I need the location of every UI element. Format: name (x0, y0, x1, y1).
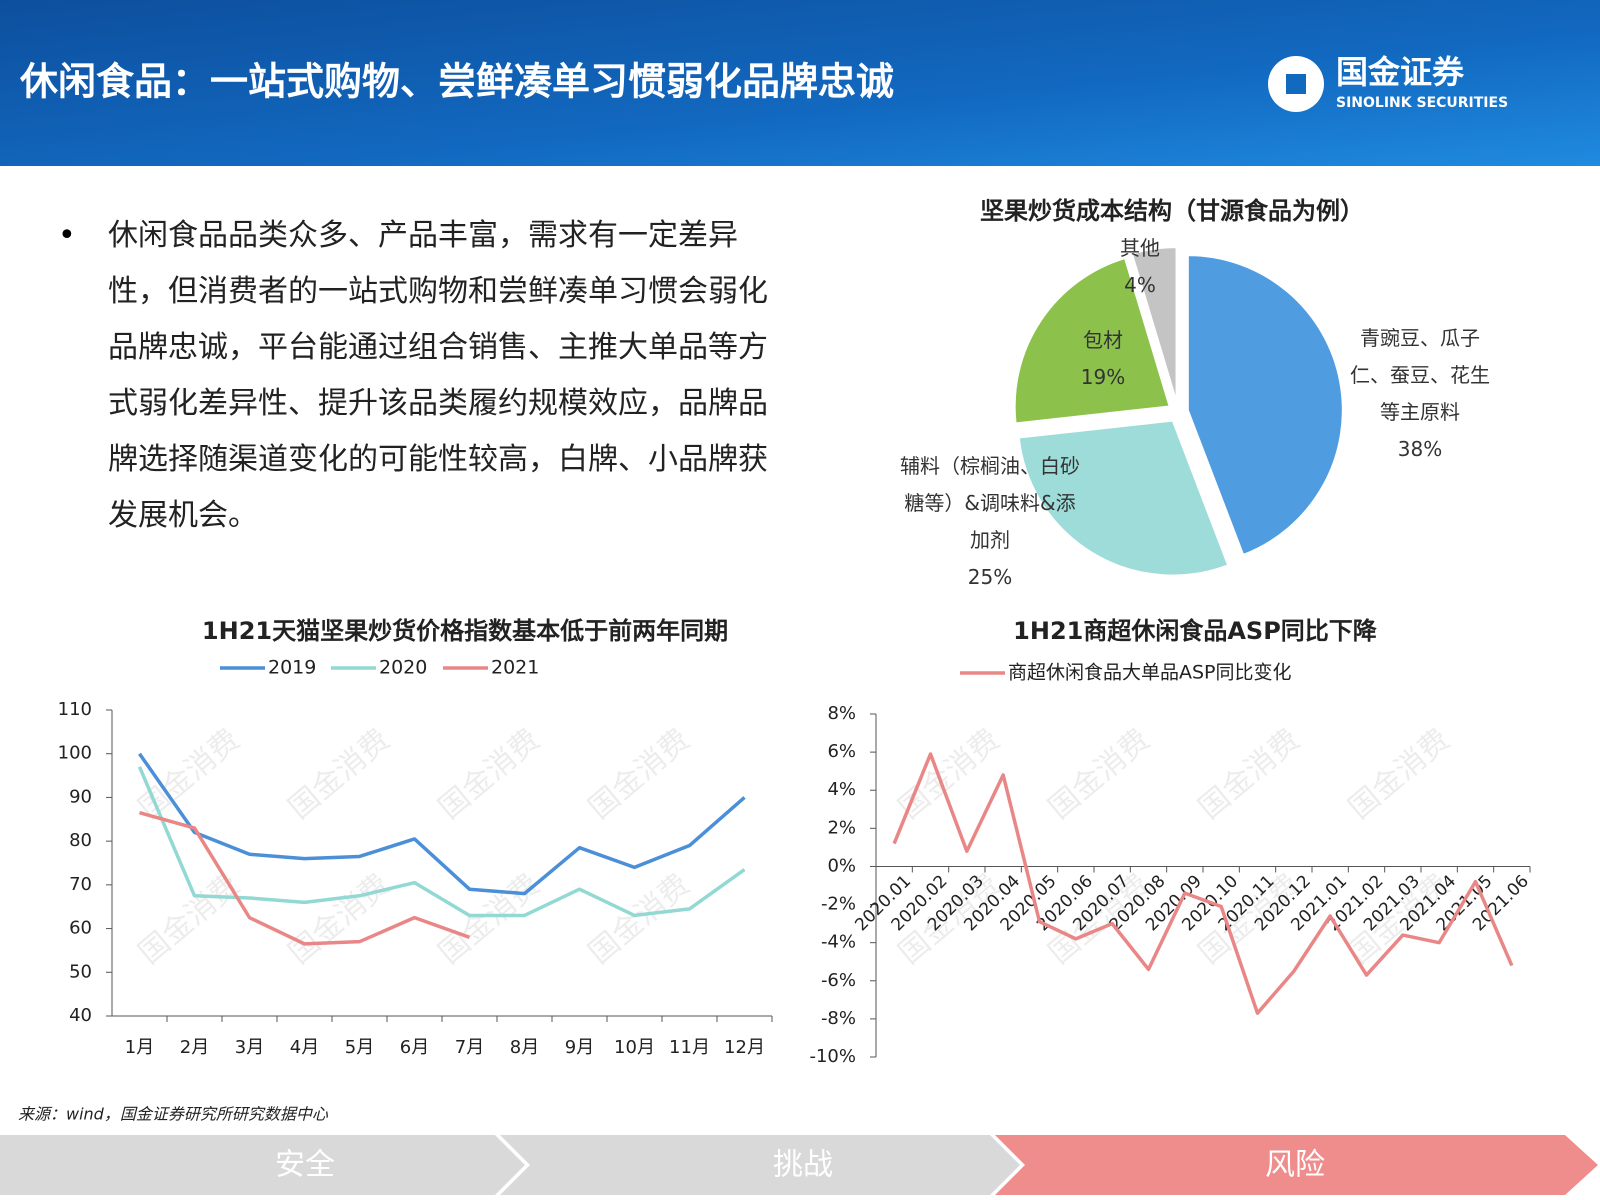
watermark: 国金消费 (582, 867, 696, 971)
logo-mark-inner (1286, 74, 1306, 94)
pie-category: 其他 (1120, 236, 1160, 260)
nav-step (0, 1135, 525, 1195)
x-tick-label: 9月 (565, 1037, 594, 1058)
chart-title: 坚果炒货成本结构（甘源食品为例） (980, 197, 1364, 225)
y-tick-label: 4% (827, 779, 856, 800)
y-tick-label: -2% (821, 894, 856, 915)
x-tick-label: 5月 (345, 1037, 374, 1058)
watermark: 国金消费 (1342, 722, 1456, 826)
logo-en: SINOLINK SECURITIES (1336, 95, 1508, 111)
watermark: 国金消费 (432, 722, 546, 826)
line-series (892, 752, 1514, 1015)
legend-label: 2020 (379, 657, 427, 679)
x-tick-label: 8月 (510, 1037, 539, 1058)
pie-category: 青豌豆、瓜子仁、蚕豆、花生等主原料 (1350, 326, 1490, 424)
y-tick-label: 2% (827, 817, 856, 838)
y-tick-label: -8% (821, 1008, 856, 1029)
header-band (0, 0, 1600, 166)
chart-title: 1H21商超休闲食品ASP同比下降 (1013, 617, 1378, 645)
y-tick-label: 100 (58, 743, 92, 764)
slide-title: 休闲食品：一站式购物、尝鲜凑单习惯弱化品牌忠诚 (19, 60, 894, 104)
line-series (138, 752, 746, 896)
logo-cn: 国金证券 (1336, 53, 1465, 91)
pie-slice (1013, 256, 1171, 425)
line-series (139, 811, 471, 946)
y-tick-label: 6% (827, 741, 856, 762)
source: 来源：wind，国金证券研究所研究数据中心 (18, 1105, 329, 1124)
pie-category: 辅料（棕榈油、白砂糖等）&调味料&添加剂 (900, 454, 1080, 552)
x-tick-label: 2月 (180, 1037, 209, 1058)
y-tick-label: -6% (821, 970, 856, 991)
legend-label: 2019 (268, 657, 316, 679)
pie-label: 包材 19% (1058, 322, 1148, 396)
watermark: 国金消费 (132, 722, 246, 826)
y-tick-label: 40 (69, 1005, 92, 1026)
pie-value-label: 4% (1124, 273, 1156, 297)
pie-value-label: 38% (1397, 437, 1443, 461)
nav-label: 风险 (1265, 1148, 1325, 1183)
bullet-text: 休闲食品品类众多、产品丰富，需求有一定差异性，但消费者的一站式购物和尝鲜凑单习惯… (108, 218, 768, 533)
x-tick-label: 3月 (235, 1037, 264, 1058)
bullet-dot: • (58, 218, 76, 253)
watermark: 国金消费 (282, 867, 396, 971)
pie-value-label: 25% (967, 565, 1013, 589)
y-tick-label: -10% (809, 1046, 856, 1067)
watermark: 国金消费 (432, 867, 546, 971)
watermark: 国金消费 (282, 722, 396, 826)
pie-slice (1017, 419, 1230, 577)
legend-label: 商超休闲食品大单品ASP同比变化 (1008, 662, 1292, 684)
pie-label: 青豌豆、瓜子仁、蚕豆、花生等主原料 38% (1345, 320, 1495, 468)
x-tick-label: 7月 (455, 1037, 484, 1058)
y-tick-label: 90 (69, 786, 92, 807)
y-tick-label: 50 (69, 961, 92, 982)
y-tick-label: 80 (69, 830, 92, 851)
y-tick-label: -4% (821, 932, 856, 953)
nav-step (995, 1135, 1598, 1195)
y-tick-label: 0% (827, 855, 856, 876)
nav-label: 挑战 (773, 1148, 833, 1183)
pie-category: 包材 (1083, 328, 1123, 352)
pie-label: 辅料（棕榈油、白砂糖等）&调味料&添加剂 25% (895, 448, 1085, 596)
y-tick-label: 110 (58, 699, 92, 720)
pie-value-label: 19% (1080, 365, 1126, 389)
pie-slice (1186, 254, 1344, 557)
x-tick-label: 4月 (290, 1037, 319, 1058)
watermark: 国金消费 (582, 722, 696, 826)
y-tick-label: 70 (69, 874, 92, 895)
x-tick-label: 11月 (669, 1037, 710, 1058)
watermark: 国金消费 (1192, 722, 1306, 826)
y-tick-label: 8% (827, 703, 856, 724)
y-tick-label: 60 (69, 918, 92, 939)
chart-title: 1H21天猫坚果炒货价格指数基本低于前两年同期 (202, 617, 728, 645)
x-tick-label: 10月 (614, 1037, 655, 1058)
pie-slice (1130, 246, 1178, 403)
nav-step (500, 1135, 1020, 1195)
watermark: 国金消费 (1042, 722, 1156, 826)
legend-label: 2021 (491, 657, 539, 679)
x-tick-label: 12月 (724, 1037, 765, 1058)
x-tick-label: 1月 (125, 1037, 154, 1058)
nav-label: 安全 (275, 1148, 335, 1183)
line-series (137, 766, 746, 918)
x-tick-label: 6月 (400, 1037, 429, 1058)
pie-label: 其他 4% (1100, 230, 1180, 304)
